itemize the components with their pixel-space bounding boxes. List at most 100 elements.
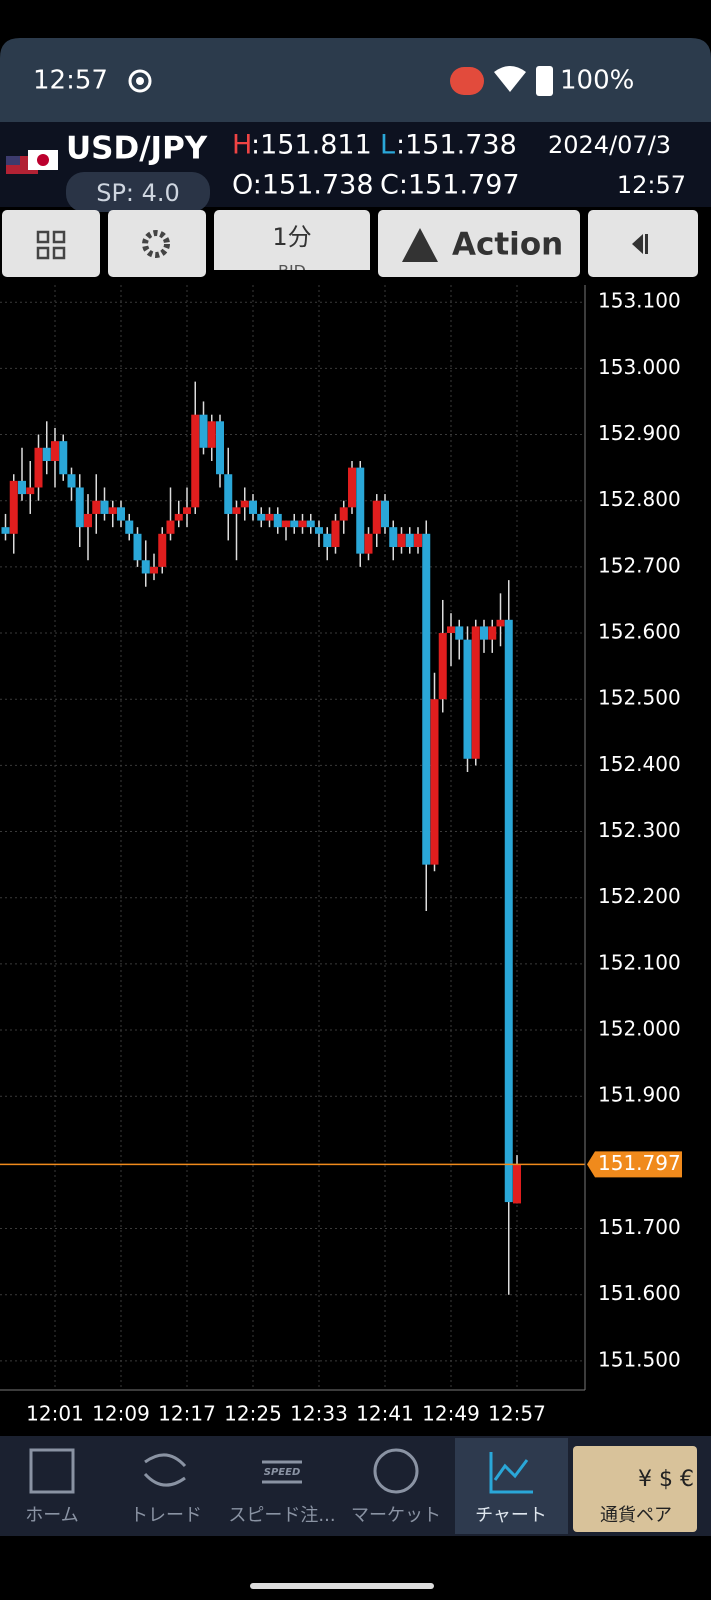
candle-body (480, 626, 488, 640)
y-tick-label: 153.100 (598, 289, 681, 313)
open-value: O:151.738 (232, 170, 374, 201)
y-tick-label: 152.600 (598, 620, 681, 644)
candle-body (232, 507, 241, 514)
nav-label[interactable]: マーケット (351, 1505, 441, 1526)
action-icon (402, 228, 438, 262)
candle-body (249, 500, 257, 514)
y-tick-label: 152.300 (598, 818, 681, 842)
flag-us-canton (6, 156, 20, 165)
timeframe-button[interactable] (214, 210, 370, 277)
nav-label[interactable]: スピード注... (228, 1505, 335, 1526)
spread: SP: 4.0 (96, 179, 180, 207)
candle-body (34, 447, 43, 488)
x-tick-label: 12:25 (224, 1402, 282, 1426)
candle-body (273, 513, 282, 528)
settings-button[interactable] (108, 210, 206, 277)
candle-body (59, 441, 68, 475)
candle-body (463, 639, 472, 759)
toolbar-clip (214, 270, 370, 280)
current-price-tag (587, 1151, 682, 1178)
candle-body (84, 513, 92, 528)
y-tick-label: 151.700 (598, 1215, 681, 1239)
candle-body (1, 527, 10, 534)
low-value: :151.738 (396, 130, 517, 161)
candle-body (117, 507, 125, 521)
nav-label[interactable]: ホーム (25, 1505, 78, 1526)
candle-body (282, 520, 290, 528)
candle-body (174, 513, 183, 521)
candle-body (191, 414, 200, 508)
candle-body (455, 626, 464, 640)
candle-body (414, 533, 422, 548)
battery-text: 100% (560, 66, 634, 96)
candle-body (216, 421, 224, 475)
candle-body (75, 487, 84, 528)
flag-jp-sun (37, 154, 49, 166)
candle-body (265, 513, 274, 521)
candle-body (315, 527, 323, 534)
candle-body (199, 414, 208, 448)
y-tick-label: 152.200 (598, 884, 681, 908)
candle-body (257, 513, 266, 521)
currency-tile (573, 1446, 697, 1532)
battery-icon (536, 66, 553, 96)
spread-pill (66, 172, 210, 212)
candle-body (9, 480, 18, 534)
candle-body (488, 626, 497, 640)
candle-body (323, 533, 332, 548)
nav-label[interactable]: 通貨ペア (600, 1505, 672, 1526)
candle-body (430, 699, 439, 865)
wifi-icon (494, 66, 526, 92)
y-tick-label: 152.700 (598, 553, 681, 577)
candle-body (133, 533, 142, 561)
menu-button[interactable] (2, 210, 100, 277)
y-tick-label: 151.900 (598, 1083, 681, 1107)
candle-body (240, 500, 249, 508)
candle-body (331, 520, 340, 548)
pair[interactable]: USD/JPY (66, 131, 208, 167)
action: Action (452, 227, 563, 263)
y-tick-label: 152.000 (598, 1017, 681, 1041)
candle-body (364, 533, 373, 554)
candle-body (471, 626, 480, 759)
low-key: L (380, 130, 395, 161)
nav-label[interactable]: チャート (475, 1505, 547, 1526)
status-icon-dot (136, 77, 144, 85)
y-tick-label: 151.600 (598, 1281, 681, 1305)
grid-icon (36, 230, 66, 260)
candle-body (447, 626, 455, 634)
timeframe: 1分 (272, 223, 311, 251)
candle-body (67, 474, 76, 488)
date: 2024/07/3 (548, 131, 671, 159)
close-value: C:151.797 (380, 170, 520, 201)
candle-body (141, 560, 150, 574)
candle-body (150, 566, 158, 574)
candle-body (348, 467, 356, 508)
candle-body (513, 1164, 521, 1204)
y-tick-label: 152.100 (598, 950, 681, 974)
candle-body (438, 633, 447, 700)
home-indicator (250, 1583, 434, 1589)
y-tick-label: 152.900 (598, 421, 681, 445)
candle-body (381, 500, 389, 528)
y-tick-label: 152.800 (598, 487, 681, 511)
nav-label[interactable]: トレード (130, 1505, 202, 1526)
high-key: H (232, 130, 252, 161)
candle-body (108, 507, 117, 514)
candle-body (224, 474, 233, 514)
y-tick-label: 151.500 (598, 1347, 681, 1371)
candle-body (158, 533, 167, 567)
nav-active (455, 1438, 568, 1534)
candle-body (389, 527, 398, 548)
y-tick-label: 152.500 (598, 686, 681, 710)
chart (0, 285, 585, 1390)
candle-body (183, 507, 191, 514)
candle-body (18, 480, 26, 495)
candle-body (504, 619, 513, 1203)
candle-body (51, 441, 59, 462)
x-tick-label: 12:41 (356, 1402, 414, 1426)
x-tick-label: 12:17 (158, 1402, 216, 1426)
time: 12:57 (617, 171, 686, 199)
candle-body (372, 500, 381, 534)
